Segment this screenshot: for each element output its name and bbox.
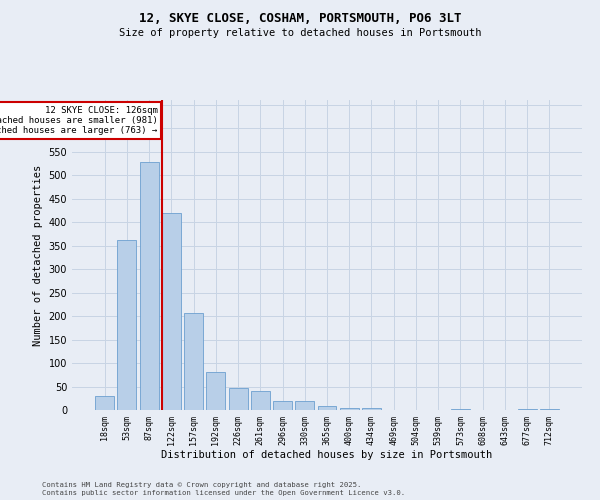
Text: Size of property relative to detached houses in Portsmouth: Size of property relative to detached ho… bbox=[119, 28, 481, 38]
Text: Contains public sector information licensed under the Open Government Licence v3: Contains public sector information licen… bbox=[42, 490, 405, 496]
Bar bbox=[184, 313, 203, 410]
Bar bbox=[317, 406, 337, 410]
Y-axis label: Number of detached properties: Number of detached properties bbox=[33, 164, 43, 346]
Bar bbox=[540, 408, 559, 410]
Bar bbox=[162, 212, 181, 410]
Bar bbox=[206, 372, 225, 410]
Text: 12 SKYE CLOSE: 126sqm
← 56% of detached houses are smaller (981)
43% of semi-det: 12 SKYE CLOSE: 126sqm ← 56% of detached … bbox=[0, 106, 157, 136]
Bar bbox=[518, 408, 536, 410]
X-axis label: Distribution of detached houses by size in Portsmouth: Distribution of detached houses by size … bbox=[161, 450, 493, 460]
Bar bbox=[295, 400, 314, 410]
Bar bbox=[362, 408, 381, 410]
Text: Contains HM Land Registry data © Crown copyright and database right 2025.: Contains HM Land Registry data © Crown c… bbox=[42, 482, 361, 488]
Bar bbox=[229, 388, 248, 410]
Bar bbox=[118, 240, 136, 410]
Bar bbox=[451, 408, 470, 410]
Bar bbox=[273, 400, 292, 410]
Bar bbox=[95, 396, 114, 410]
Bar bbox=[251, 391, 270, 410]
Bar bbox=[340, 408, 359, 410]
Text: 12, SKYE CLOSE, COSHAM, PORTSMOUTH, PO6 3LT: 12, SKYE CLOSE, COSHAM, PORTSMOUTH, PO6 … bbox=[139, 12, 461, 26]
Bar bbox=[140, 162, 158, 410]
